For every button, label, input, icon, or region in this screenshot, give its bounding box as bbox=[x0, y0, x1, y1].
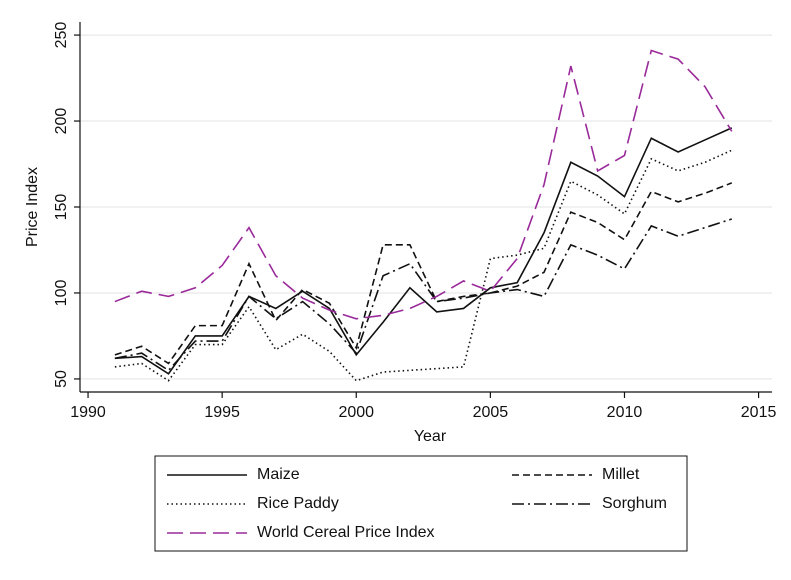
x-tick-label: 2000 bbox=[338, 404, 374, 421]
legend-label: Millet bbox=[602, 466, 640, 483]
x-axis-label: Year bbox=[414, 428, 447, 445]
y-tick-label: 150 bbox=[53, 194, 70, 221]
x-tick-label: 2010 bbox=[607, 404, 643, 421]
legend-label: Rice Paddy bbox=[257, 495, 339, 512]
x-tick-label: 2015 bbox=[741, 404, 777, 421]
y-tick-label: 50 bbox=[53, 370, 70, 388]
x-tick-label: 1995 bbox=[204, 404, 240, 421]
series-line bbox=[114, 127, 733, 375]
y-tick-label: 100 bbox=[53, 280, 70, 307]
series-line bbox=[114, 149, 733, 382]
x-tick-label: 2005 bbox=[473, 404, 509, 421]
series-line bbox=[114, 182, 733, 365]
x-tick-label: 1990 bbox=[70, 404, 106, 421]
y-tick-label: 200 bbox=[53, 108, 70, 135]
y-axis-label: Price Index bbox=[24, 167, 41, 247]
series-line bbox=[114, 49, 733, 320]
y-tick-label: 250 bbox=[53, 22, 70, 49]
legend-label: Maize bbox=[257, 466, 300, 483]
legend-label: World Cereal Price Index bbox=[257, 524, 435, 541]
series-line bbox=[114, 218, 733, 372]
legend-label: Sorghum bbox=[602, 495, 667, 512]
